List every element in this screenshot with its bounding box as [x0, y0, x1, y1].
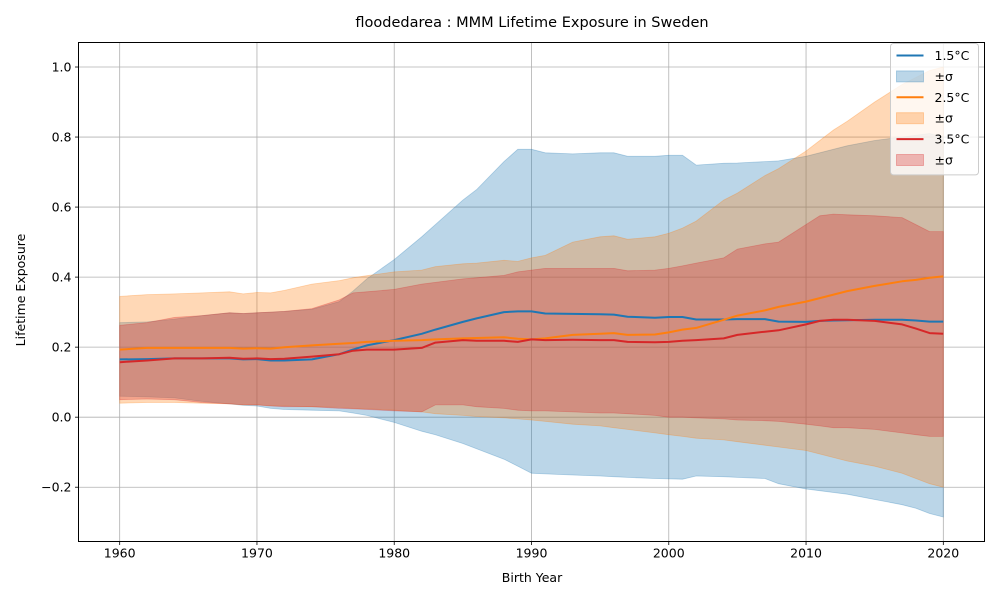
y-tick-label: 0.8	[52, 130, 72, 145]
chart-title: floodedarea : MMM Lifetime Exposure in S…	[355, 15, 708, 31]
legend-swatch-band-2-5-C	[896, 112, 924, 125]
legend-label-band-1-5-C: ±σ	[935, 69, 953, 84]
y-tick-label: 0.0	[52, 410, 72, 425]
grid-lines	[78, 42, 985, 542]
y-tick-label: 0.2	[52, 340, 72, 355]
x-tick-label: 2000	[653, 546, 685, 561]
y-tick-label: 0.6	[52, 200, 72, 215]
y-tick-label: 1.0	[52, 60, 72, 75]
legend-box	[890, 43, 979, 176]
x-tick-label: 1990	[516, 546, 548, 561]
mean-line-2-5-C	[119, 275, 944, 351]
std-band-2-5-C	[119, 66, 944, 488]
mean-line-3-5-C	[119, 318, 944, 364]
x-tick-label: 1960	[104, 546, 136, 561]
legend-label-3-5-C: 3.5°C	[935, 132, 970, 147]
legend-swatch-band-1-5-C	[896, 70, 924, 83]
x-axis-ticks: 1960 1970 1980 1990 2000 2010 2020	[104, 541, 959, 561]
x-tick-label: 1980	[378, 546, 410, 561]
std-band-3-5-C	[119, 213, 944, 437]
legend-swatch-band-3-5-C	[896, 154, 924, 166]
x-tick-label: 1970	[241, 546, 273, 561]
legend-label-band-3-5-C: ±σ	[935, 153, 953, 168]
legend-label-2-5-C: 2.5°C	[935, 90, 970, 105]
legend-label-band-2-5-C: ±σ	[935, 111, 953, 126]
x-tick-label: 2020	[927, 546, 959, 561]
series-lines	[119, 275, 944, 364]
std-bands	[119, 66, 944, 518]
y-axis-ticks: −0.2 0.0 0.2 0.4 0.6 0.8 1.0	[41, 60, 79, 495]
x-axis-title: Birth Year	[502, 570, 563, 585]
y-axis-title: Lifetime Exposure	[13, 233, 28, 346]
y-tick-label: 0.4	[52, 270, 72, 285]
legend: 1.5°C ±σ 2.5°C ±σ 3.5°C ±σ	[890, 43, 979, 176]
x-tick-label: 2010	[790, 546, 822, 561]
std-band-1-5-C	[119, 133, 944, 518]
y-tick-label: −0.2	[41, 480, 71, 495]
legend-label-1-5-C: 1.5°C	[935, 48, 970, 63]
